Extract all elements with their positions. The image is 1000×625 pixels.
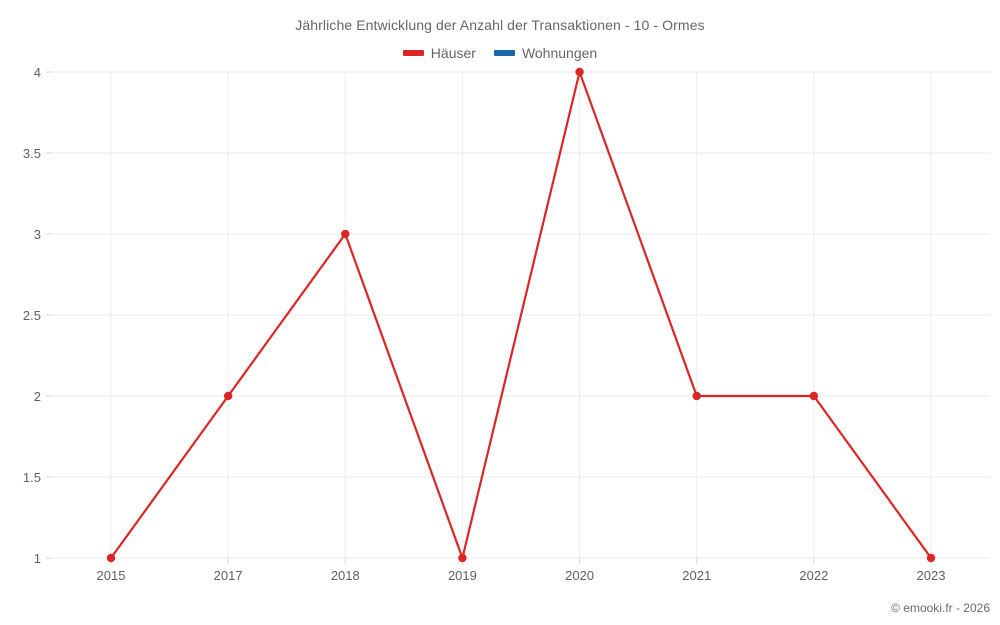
legend-label-hauser: Häuser (430, 45, 476, 61)
y-axis-label: 4 (34, 65, 41, 80)
x-axis-tick-labels: 2015 2017 2018 2019 2020 2021 2022 2023 (97, 568, 946, 583)
data-point-marker[interactable] (809, 391, 819, 401)
line-swatch-icon (402, 50, 424, 56)
legend-label-wohnungen: Wohnungen (521, 45, 598, 61)
gridlines (52, 71, 990, 559)
y-axis-label: 3 (34, 227, 41, 242)
x-axis-label: 2019 (448, 568, 477, 583)
x-axis-label: 2022 (799, 568, 828, 583)
x-axis-label: 2015 (97, 568, 126, 583)
y-axis-label: 1.5 (23, 470, 41, 485)
y-axis-label: 1 (34, 551, 41, 566)
y-axis-tick-labels: 1 1.5 2 2.5 3 3.5 4 (23, 65, 41, 566)
chart-legend: Häuser Wohnungen (0, 45, 1000, 61)
x-axis-label: 2021 (682, 568, 711, 583)
data-point-marker[interactable] (458, 553, 467, 563)
legend-item-hauser[interactable]: Häuser (402, 45, 476, 61)
data-point-marker[interactable] (575, 67, 584, 77)
vertical-gridlines (110, 72, 932, 558)
line-swatch-icon (493, 50, 515, 56)
x-axis-ticks (46, 71, 932, 564)
x-axis-label: 2023 (917, 568, 946, 583)
series-lines (109, 70, 933, 560)
y-axis-label: 2.5 (23, 308, 41, 323)
y-axis-label: 3.5 (23, 146, 41, 161)
data-point-marker[interactable] (926, 553, 936, 563)
data-point-marker[interactable] (223, 391, 233, 401)
x-axis-label: 2020 (565, 568, 594, 583)
x-axis-label: 2018 (331, 568, 360, 583)
data-point-marker[interactable] (106, 553, 116, 563)
series-line (109, 70, 933, 560)
data-point-marker[interactable] (692, 391, 701, 401)
legend-item-wohnungen[interactable]: Wohnungen (493, 45, 598, 61)
copyright-footer: © emooki.fr - 2026 (891, 601, 990, 615)
chart-title: Jährliche Entwicklung der Anzahl der Tra… (295, 17, 705, 33)
x-axis-label: 2017 (214, 568, 243, 583)
y-axis-label: 2 (34, 389, 41, 404)
data-point-marker[interactable] (341, 229, 350, 239)
series-markers (106, 67, 936, 563)
